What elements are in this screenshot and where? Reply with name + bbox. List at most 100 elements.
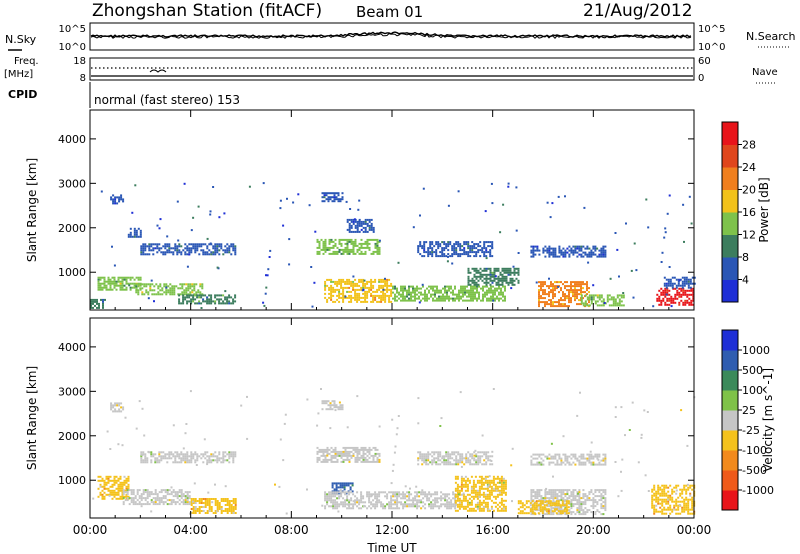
velocity-panel: 1000 2000 3000 4000 00:00 04:00 08:00 12:00 16:… [25, 317, 775, 537]
power-y-label: Slant Range [km] [25, 158, 39, 262]
y-tick-label: 4000 [58, 133, 86, 146]
colorbar-tick-label: 4 [742, 274, 749, 287]
power-panel: 1000 2000 3000 4000 Slant Range [km] 4 8 12 16… [25, 109, 771, 311]
nave-tick-top: 60 [698, 56, 711, 67]
heatmap-region [656, 287, 695, 306]
heatmap-region [580, 294, 625, 307]
y-tick-label: 3000 [58, 385, 86, 398]
x-tick-label: 04:00 [173, 523, 208, 537]
colorbar-swatch [722, 144, 738, 168]
cpid-mode-text: normal (fast stereo) 153 [94, 93, 240, 107]
freq-label-1: Freq. [14, 56, 39, 67]
heatmap-region [651, 484, 696, 515]
colorbar-tick-label: 100 [742, 384, 763, 397]
colorbar-tick-label: 28 [742, 139, 756, 152]
colorbar-swatch [722, 450, 738, 471]
colorbar-swatch [722, 350, 738, 371]
heatmap-region [97, 276, 142, 291]
search-noise-trace [90, 33, 692, 39]
velocity-y-label: Slant Range [km] [25, 366, 39, 470]
colorbar-tick-label: -1000 [742, 484, 774, 497]
colorbar-swatch [722, 330, 738, 351]
velocity-panel-frame [89, 317, 695, 519]
colorbar-swatch [722, 430, 738, 451]
beam-label: Beam 01 [356, 3, 423, 21]
freq-tick-bottom: 8 [80, 73, 86, 84]
heatmap-region [530, 245, 607, 258]
y-tick-label: 3000 [58, 177, 86, 190]
heatmap-region [90, 298, 106, 309]
colorbar-swatch [722, 167, 738, 190]
cpid-label: CPID [8, 88, 37, 101]
station-title: Zhongshan Station (fitACF) [92, 1, 322, 21]
colorbar-tick-label: -25 [742, 424, 760, 437]
colorbar-swatch [722, 257, 738, 280]
heatmap-region [517, 500, 570, 515]
sky-left-tick-bottom: 10^0 [59, 42, 86, 53]
y-tick-label: 1000 [58, 266, 86, 279]
sky-right-tick-bottom: 10^0 [698, 42, 725, 53]
colorbar-tick-label: 25 [742, 404, 756, 417]
velocity-colorbar: 1000 500 100 25 -25 -100 -500 -1000 [721, 329, 774, 511]
heatmap-region [110, 194, 125, 205]
heatmap-region [392, 285, 506, 302]
freq-tick-top: 18 [73, 56, 86, 67]
sky-left-label: N.Sky [5, 33, 37, 46]
x-tick-label: 00:00 [73, 523, 108, 537]
heatmap-region [346, 218, 375, 233]
power-x-ticks [89, 110, 695, 310]
x-tick-label: 08:00 [274, 523, 309, 537]
scatter-noise [100, 182, 693, 309]
power-y-ticks: 1000 2000 3000 4000 [58, 133, 694, 279]
heatmap-region [417, 241, 494, 258]
colorbar-tick-label: -500 [742, 464, 767, 477]
x-tick-label: 12:00 [375, 523, 410, 537]
heatmap-region [316, 446, 381, 463]
y-tick-label: 2000 [58, 222, 86, 235]
x-axis-label: Time UT [366, 541, 417, 554]
sky-right-label: N.Search [746, 30, 796, 43]
x-tick-label: 20:00 [576, 523, 611, 537]
colorbar-swatch [722, 234, 738, 258]
y-tick-label: 2000 [58, 430, 86, 443]
x-tick-label: 00:00 [677, 523, 712, 537]
date-label: 21/Aug/2012 [583, 1, 693, 21]
colorbar-swatch [722, 490, 738, 511]
heatmap-region [140, 451, 237, 464]
freq-squiggle [149, 69, 167, 73]
freq-label-2: [MHz] [4, 69, 33, 80]
nave-tick-bottom: 0 [698, 73, 704, 84]
sky-left-tick-top: 10^5 [59, 24, 86, 35]
scatter-noise [92, 388, 696, 517]
heatmap-region [321, 192, 344, 203]
colorbar-frame [721, 329, 739, 511]
colorbar-swatch [722, 390, 738, 411]
velocity-y-ticks: 1000 2000 3000 4000 [58, 341, 694, 487]
power-colorbar-label: Power [dB] [757, 177, 771, 242]
heatmap-region [417, 451, 494, 466]
heatmap-region [122, 489, 191, 506]
colorbar-tick-label: 24 [742, 161, 756, 174]
colorbar-tick-label: 8 [742, 251, 749, 264]
colorbar-swatch [722, 122, 738, 145]
heatmap-region [467, 267, 520, 286]
heatmap-region [135, 283, 204, 296]
heatmap-region [530, 453, 607, 466]
nave-label: Nave [752, 67, 778, 78]
heatmap-region [538, 281, 590, 308]
colorbar-tick-label: 500 [742, 364, 763, 377]
velocity-colorbar-label: Velocity [m s^-1] [761, 368, 775, 472]
freq-panel-frame [89, 57, 695, 81]
colorbar-swatch [722, 470, 738, 491]
colorbar-swatch [722, 189, 738, 213]
y-tick-label: 1000 [58, 474, 86, 487]
colorbar-tick-label: 1000 [742, 344, 770, 357]
colorbar-swatch [722, 212, 738, 235]
heatmap-region [110, 402, 125, 413]
sky-right-tick-top: 10^5 [698, 24, 725, 35]
heatmap-region [663, 276, 696, 289]
colorbar-tick-label: 12 [742, 229, 756, 242]
colorbar-swatch [722, 410, 738, 431]
colorbar-tick-label: 20 [742, 184, 756, 197]
